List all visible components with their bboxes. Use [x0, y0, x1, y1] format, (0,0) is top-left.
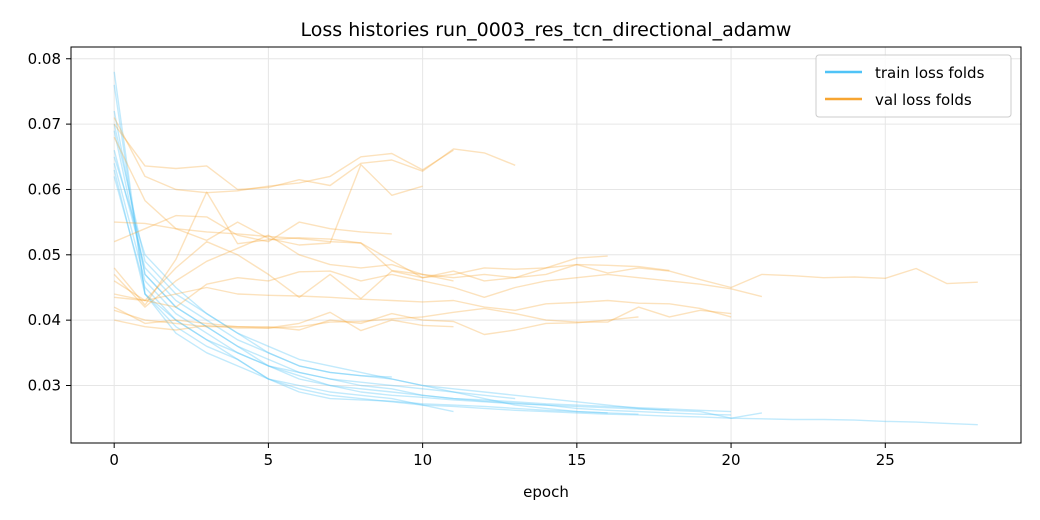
train-fold-line-4 [113, 150, 670, 411]
y-tick-label: 0.06 [28, 180, 61, 198]
val-loss-lines [113, 117, 978, 336]
x-axis-label: epoch [523, 483, 569, 501]
x-tick-label: 10 [413, 451, 432, 469]
train-fold-line-8 [113, 110, 732, 413]
y-tick-label: 0.04 [28, 311, 61, 329]
y-tick-label: 0.07 [28, 115, 61, 133]
x-tick-label: 5 [264, 451, 274, 469]
train-fold-line-7 [113, 156, 392, 378]
legend-box [815, 54, 1012, 118]
val-fold-line-6 [113, 191, 670, 306]
train-fold-line-5 [113, 123, 608, 414]
train-fold-line-2 [113, 130, 763, 419]
val-fold-line-9 [114, 270, 763, 308]
train-fold-line-1 [113, 71, 978, 426]
plot-frame [70, 46, 1022, 444]
val-fold-line-7 [113, 234, 978, 308]
val-fold-line-5 [113, 214, 392, 243]
val-fold-line-11 [113, 309, 639, 336]
chart-title: Loss histories run_0003_res_tcn_directio… [301, 19, 792, 41]
train-loss-lines [113, 71, 978, 426]
x-tick-label: 25 [876, 451, 895, 469]
train-fold-line-6 [113, 176, 516, 400]
train-fold-line-10 [113, 169, 454, 413]
val-fold-line-2 [113, 123, 516, 191]
x-tick-label: 0 [109, 451, 119, 469]
legend-train-label: train loss folds [875, 64, 985, 82]
legend-val-label: val loss folds [875, 91, 972, 109]
val-fold-line-3 [113, 136, 423, 246]
y-tick-label: 0.05 [28, 246, 61, 264]
legend: train loss folds val loss folds [815, 54, 1012, 118]
y-tick-label: 0.08 [28, 50, 61, 68]
x-tick-label: 20 [722, 451, 741, 469]
val-fold-line-1 [113, 117, 454, 194]
y-tick-label: 0.03 [28, 376, 61, 394]
train-fold-line-9 [113, 84, 639, 415]
grid [71, 47, 1021, 443]
val-fold-line-13 [113, 306, 732, 329]
val-fold-line-12 [114, 311, 454, 332]
val-fold-line-8 [114, 240, 608, 302]
train-fold-line-3 [113, 163, 732, 416]
x-tick-label: 15 [567, 451, 586, 469]
val-fold-line-4 [114, 221, 454, 282]
y-axis-ticks: 0.03 0.04 0.05 0.06 0.07 0.08 [28, 50, 71, 394]
val-fold-line-10 [113, 280, 732, 318]
x-axis-ticks: 0 5 10 15 20 25 [109, 443, 895, 469]
